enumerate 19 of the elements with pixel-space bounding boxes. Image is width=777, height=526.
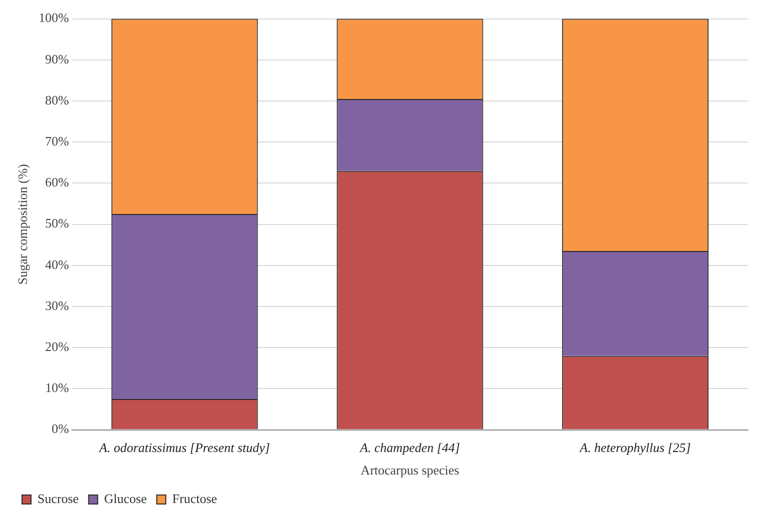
legend-label: Glucose xyxy=(104,490,147,506)
y-tick-label: 90% xyxy=(45,51,70,66)
y-tick-label: 60% xyxy=(45,174,70,190)
y-tick-label: 30% xyxy=(45,298,70,313)
legend-label: Fructose xyxy=(172,490,218,506)
y-tick-label: 0% xyxy=(52,421,70,436)
y-tick-label: 70% xyxy=(45,134,70,149)
x-tick-label: A. champeden [44] xyxy=(358,440,460,456)
x-tick-label: A. odoratissimus [Present study] xyxy=(98,440,270,456)
y-tick-label: 50% xyxy=(45,216,70,231)
y-tick-label: 10% xyxy=(45,380,70,396)
y-tick-label: 100% xyxy=(38,10,70,26)
y-axis-title: Sugar composition (%) xyxy=(15,164,30,285)
y-tick-label: 20% xyxy=(45,339,70,354)
x-tick-label: A. heterophyllus [25] xyxy=(578,440,691,456)
x-axis-title: Artocarpus species xyxy=(360,462,460,478)
legend-label: Sucrose xyxy=(38,490,79,506)
y-tick-label: 40% xyxy=(45,256,70,272)
y-tick-label: 80% xyxy=(45,92,70,108)
